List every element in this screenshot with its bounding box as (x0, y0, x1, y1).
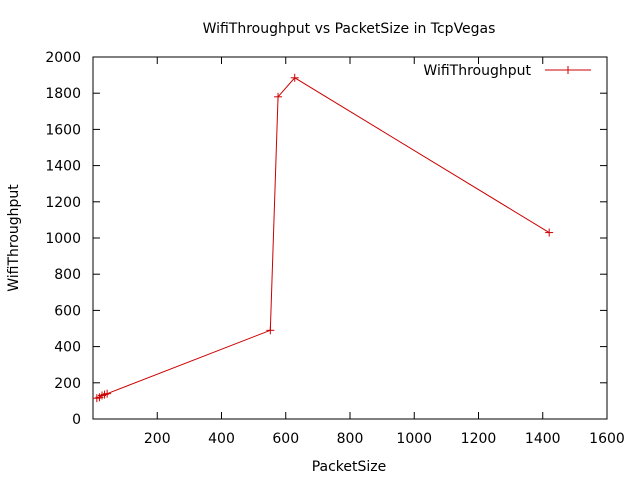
y-tick-label: 2000 (45, 50, 81, 66)
x-tick-label: 1400 (525, 431, 561, 447)
data-point (103, 389, 112, 398)
x-tick-label: 1200 (461, 431, 497, 447)
x-tick-label: 1000 (396, 431, 432, 447)
y-tick-label: 1200 (45, 195, 81, 211)
y-tick-label: 600 (54, 303, 81, 319)
y-tick-label: 400 (54, 340, 81, 356)
x-tick-label: 600 (272, 431, 299, 447)
y-tick-label: 0 (72, 412, 81, 428)
series-layer (92, 73, 554, 403)
data-point (545, 228, 554, 237)
x-tick-label: 400 (208, 431, 235, 447)
legend-label: WifiThroughput (423, 63, 531, 79)
series-line (96, 77, 550, 399)
legend: WifiThroughput (423, 63, 591, 79)
x-tick-label: 200 (144, 431, 171, 447)
x-tick-label: 800 (337, 431, 364, 447)
data-point (290, 73, 299, 82)
y-tick-label: 200 (54, 376, 81, 392)
data-point (266, 326, 275, 335)
axes: 200 400 600 800 1000 1200 1400 1600 0 200 400 600 80… (45, 50, 624, 447)
legend-marker (564, 66, 572, 74)
x-axis-label: PacketSize (312, 459, 387, 475)
x-tick-label: 1600 (589, 431, 625, 447)
y-tick-label: 1400 (45, 159, 81, 175)
y-tick-label: 800 (54, 267, 81, 283)
y-tick-label: 1600 (45, 122, 81, 138)
y-tick-label: 1800 (45, 86, 81, 102)
y-tick-label: 1000 (45, 231, 81, 247)
data-point (274, 92, 283, 101)
y-axis-label: WifiThroughput (6, 184, 22, 292)
chart-title: WifiThroughput vs PacketSize in TcpVegas (203, 21, 496, 37)
